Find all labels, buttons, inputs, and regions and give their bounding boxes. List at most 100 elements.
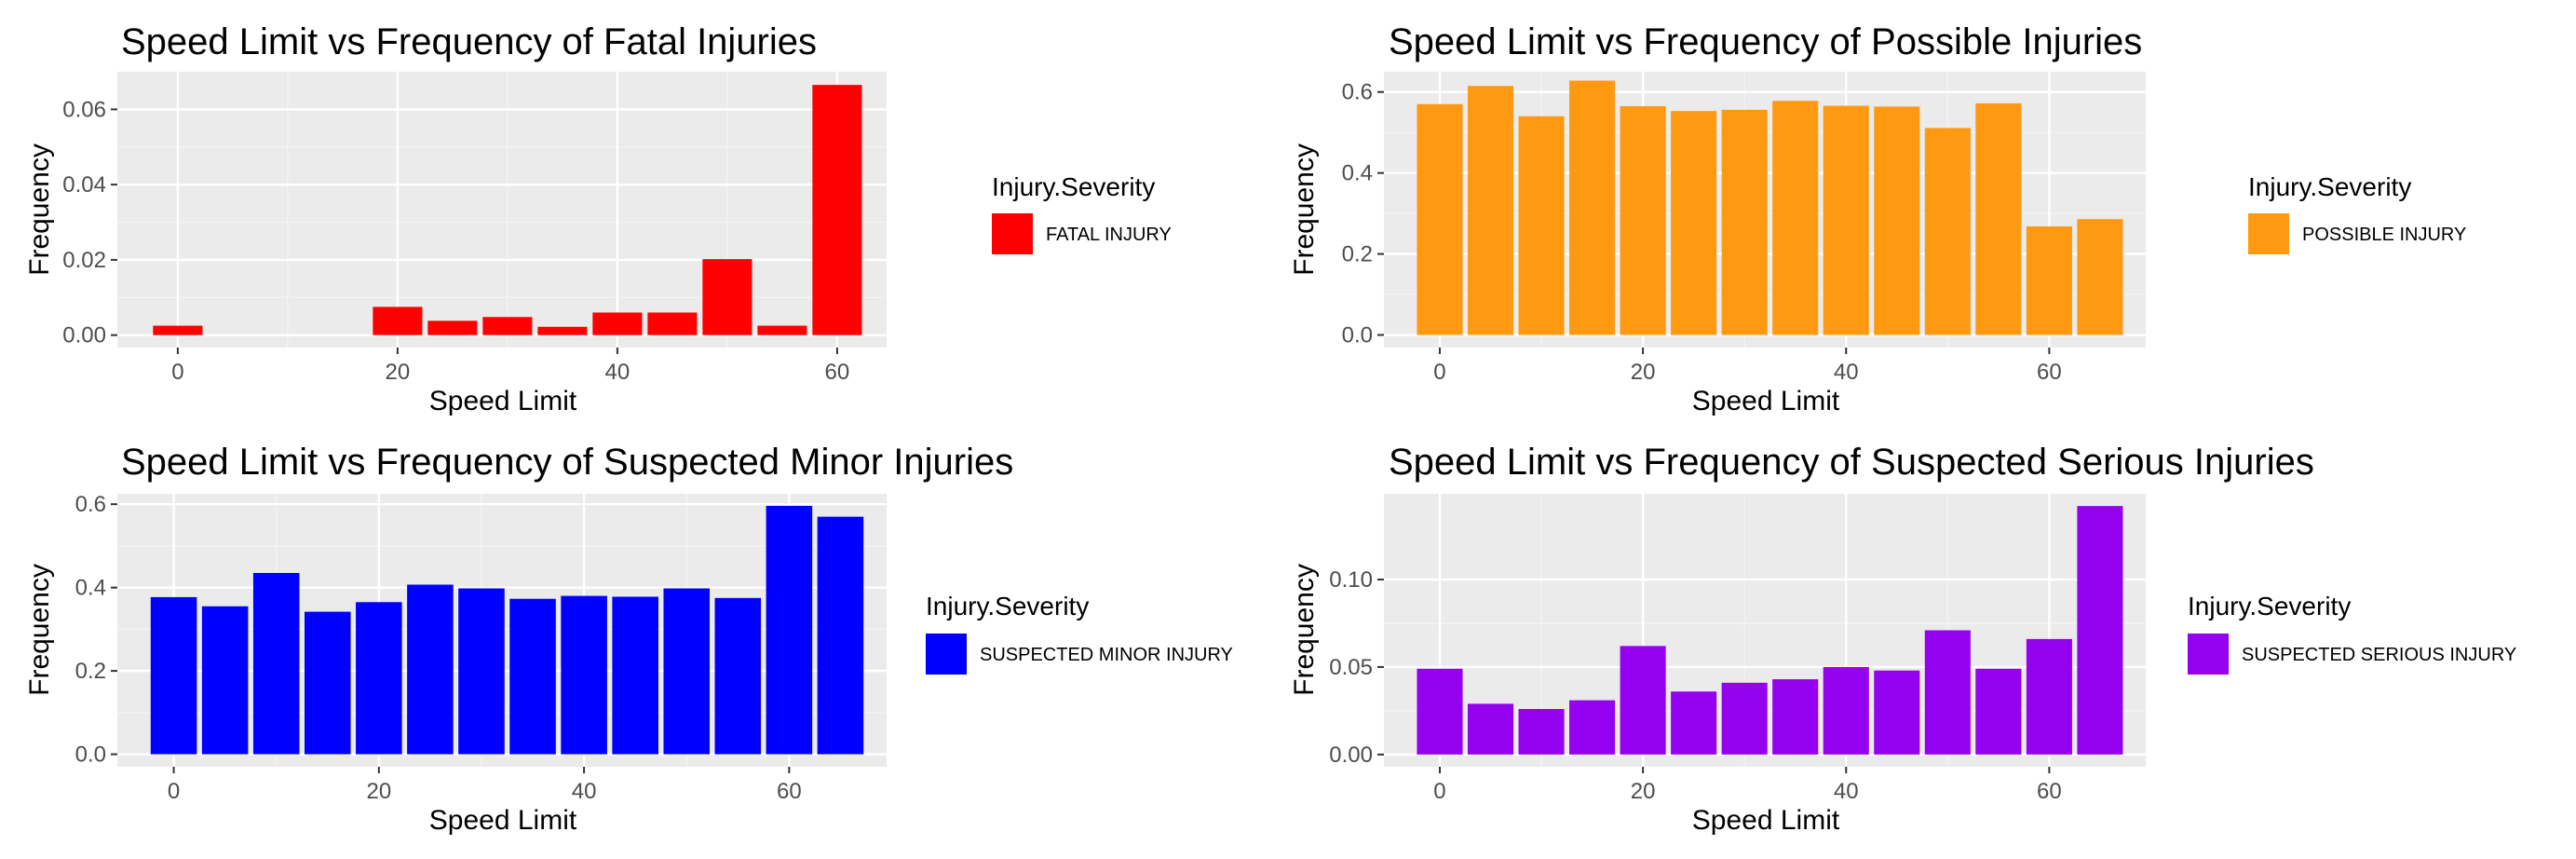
bar-60 — [2026, 638, 2072, 755]
bar-20 — [356, 602, 402, 755]
bar-10 — [252, 572, 300, 755]
y-tick-label: 0.06 — [62, 97, 106, 122]
bar-30 — [482, 317, 533, 335]
bar-65 — [2077, 506, 2123, 755]
y-axis-title: Frequency — [24, 564, 55, 696]
chart-panel-serious: 0.00 0.05 0.10 0 20 40 60 Speed Limit vs Freque… — [1289, 442, 2516, 836]
bar-35 — [509, 598, 556, 755]
chart-title: Speed Limit vs Frequency of Possible Inj… — [1389, 21, 2142, 62]
bar-20 — [373, 307, 423, 335]
bar-5 — [1467, 703, 1514, 755]
bar-35 — [1772, 101, 1819, 335]
bar-40 — [561, 595, 607, 755]
x-tick-label: 20 — [366, 779, 391, 804]
bar-30 — [458, 588, 505, 755]
x-tick-label: 0 — [171, 360, 183, 385]
y-tick-label: 0.0 — [1342, 323, 1373, 348]
bar-55 — [1975, 102, 2022, 335]
legend-swatch — [926, 634, 967, 675]
bar-55 — [757, 325, 807, 335]
legend-swatch — [2248, 213, 2289, 254]
bar-0 — [1417, 668, 1463, 755]
x-tick-label: 60 — [2037, 779, 2062, 804]
bar-40 — [592, 312, 643, 335]
y-tick-label: 0.2 — [1342, 242, 1373, 267]
y-axis-title: Frequency — [24, 143, 55, 276]
bar-55 — [1975, 668, 2022, 755]
bar-40 — [1823, 105, 1869, 335]
y-tick-label: 0.6 — [1342, 80, 1373, 105]
bar-50 — [1924, 128, 1971, 335]
chart-title: Speed Limit vs Frequency of Fatal Injuri… — [121, 21, 817, 62]
bar-60 — [766, 505, 813, 755]
chart-title: Speed Limit vs Frequency of Suspected Se… — [1389, 442, 2314, 483]
bar-20 — [1620, 105, 1666, 335]
x-tick-label: 20 — [1631, 360, 1656, 385]
bar-50 — [663, 588, 711, 755]
chart-panel-fatal: 0.00 0.02 0.04 0.06 0 20 40 60 Speed Limit vs Fr… — [24, 21, 1172, 416]
x-tick-label: 0 — [168, 779, 180, 804]
x-tick-label: 40 — [1834, 779, 1859, 804]
bar-25 — [1671, 691, 1717, 755]
bar-15 — [304, 611, 351, 755]
legend-title: Injury.Severity — [926, 592, 1089, 620]
y-tick-label: 0.00 — [62, 323, 106, 348]
x-tick-label: 20 — [386, 360, 411, 385]
bar-25 — [407, 584, 454, 755]
bar-60 — [812, 85, 862, 335]
bar-65 — [817, 516, 864, 755]
bar-45 — [1874, 670, 1920, 755]
legend-title: Injury.Severity — [992, 172, 1155, 201]
x-tick-label: 60 — [2037, 360, 2062, 385]
x-axis-title: Speed Limit — [429, 386, 577, 416]
x-axis-title: Speed Limit — [1692, 386, 1840, 416]
y-tick-label: 0.00 — [1329, 743, 1373, 768]
y-tick-label: 0.05 — [1329, 655, 1373, 680]
bar-0 — [1417, 103, 1463, 335]
bar-15 — [1569, 700, 1616, 755]
y-tick-label: 0.4 — [75, 576, 106, 601]
bar-25 — [1671, 111, 1717, 335]
legend-swatch — [992, 213, 1033, 254]
bar-45 — [1874, 106, 1920, 335]
bar-5 — [1467, 86, 1514, 335]
y-tick-label: 0.6 — [75, 492, 106, 517]
bar-50 — [1924, 630, 1971, 755]
bar-0 — [153, 325, 203, 335]
bar-30 — [1721, 109, 1768, 335]
bar-0 — [150, 596, 197, 755]
y-axis-title: Frequency — [1289, 143, 1320, 276]
legend-label: SUSPECTED MINOR INJURY — [980, 645, 1233, 665]
bar-45 — [612, 596, 658, 755]
x-tick-label: 60 — [825, 360, 850, 385]
bar-55 — [714, 597, 762, 755]
legend-title: Injury.Severity — [2188, 592, 2351, 620]
bar-10 — [1518, 709, 1565, 755]
chart-title: Speed Limit vs Frequency of Suspected Mi… — [121, 442, 1013, 483]
x-tick-label: 0 — [1433, 360, 1445, 385]
bar-45 — [647, 312, 698, 335]
bar-40 — [1823, 666, 1869, 755]
bar-10 — [1518, 116, 1565, 335]
bar-15 — [1569, 80, 1616, 335]
bar-20 — [1620, 646, 1666, 755]
x-tick-label: 60 — [777, 779, 802, 804]
legend-label: SUSPECTED SERIOUS INJURY — [2242, 645, 2516, 665]
plot-background — [117, 72, 887, 348]
bar-5 — [201, 606, 249, 755]
y-tick-label: 0.4 — [1342, 161, 1373, 186]
chart-panel-minor: 0.0 0.2 0.4 0.6 0 20 40 60 Speed Limit vs Freque… — [24, 442, 1233, 836]
legend-label: FATAL INJURY — [1046, 225, 1172, 245]
y-tick-label: 0.04 — [62, 172, 106, 198]
bar-35 — [537, 326, 588, 335]
bar-30 — [1721, 682, 1768, 755]
x-tick-label: 20 — [1631, 779, 1656, 804]
x-axis-title: Speed Limit — [1692, 805, 1840, 836]
x-tick-label: 40 — [1834, 360, 1859, 385]
legend-label: POSSIBLE INJURY — [2302, 225, 2466, 245]
bar-60 — [2026, 226, 2072, 335]
x-axis-title: Speed Limit — [429, 805, 577, 836]
bar-50 — [702, 259, 752, 335]
bar-35 — [1772, 679, 1819, 755]
